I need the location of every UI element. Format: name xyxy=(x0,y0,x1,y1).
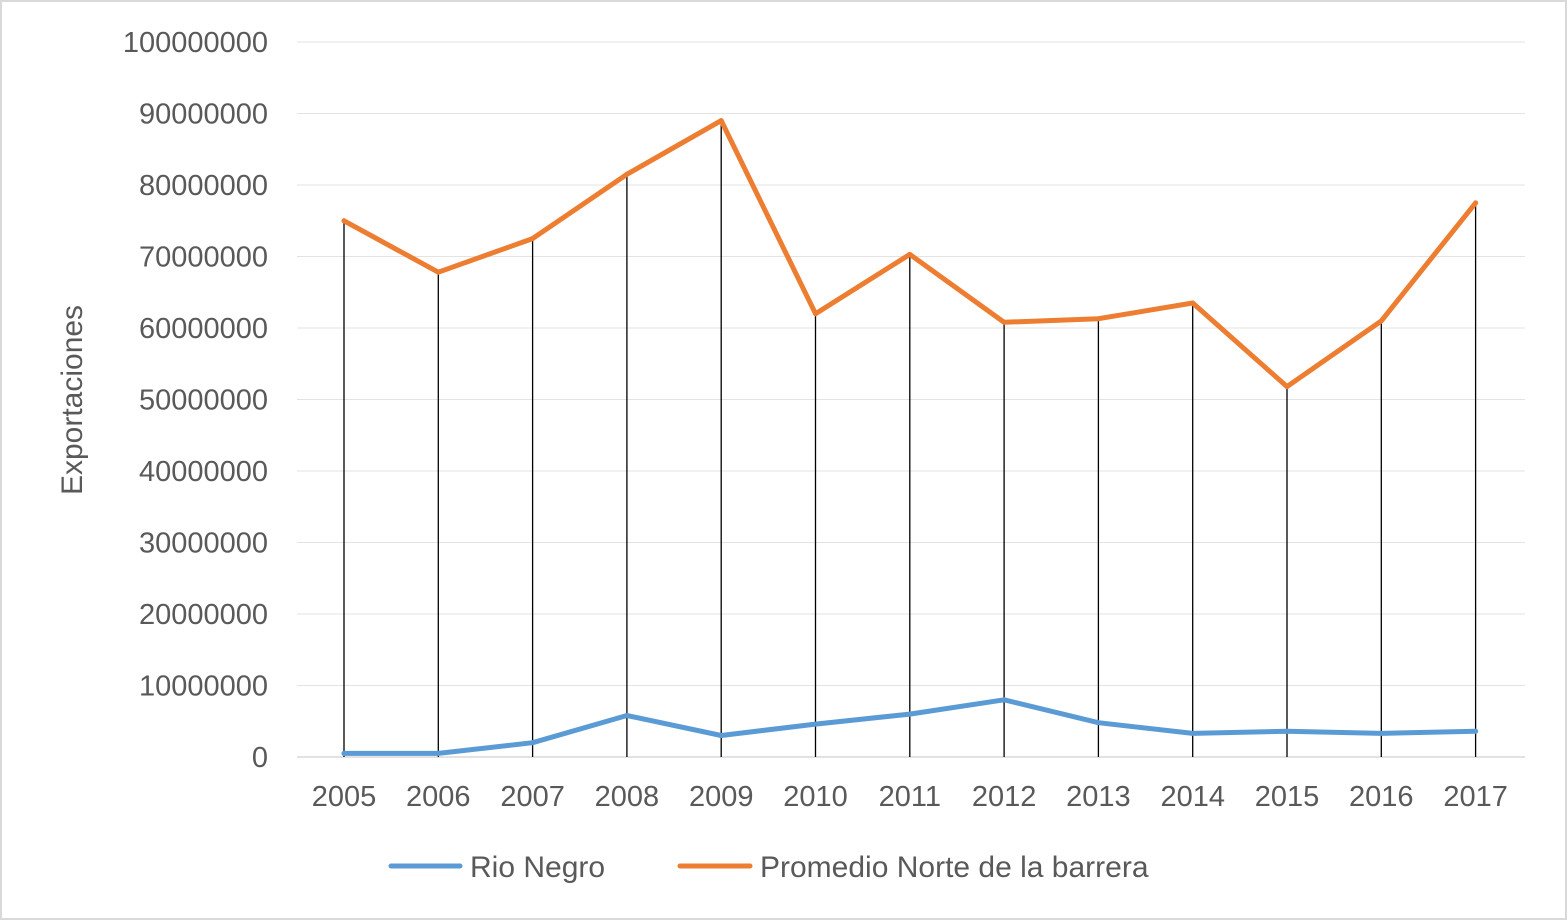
data-point xyxy=(435,750,441,756)
y-tick-label: 70000000 xyxy=(139,242,268,274)
x-tick-label: 2013 xyxy=(1066,781,1131,813)
data-point xyxy=(1473,728,1479,734)
data-point xyxy=(813,721,818,727)
data-point xyxy=(1095,316,1101,322)
data-point xyxy=(1001,697,1007,703)
y-tick-label: 60000000 xyxy=(139,313,268,345)
x-tick-label: 2011 xyxy=(879,781,941,813)
data-point xyxy=(624,171,630,177)
y-tick-label: 100000000 xyxy=(123,27,268,59)
data-point xyxy=(530,236,536,242)
data-point xyxy=(907,711,913,717)
legend-label: Promedio Norte de la barrera xyxy=(760,851,1149,884)
x-tick-labels: 2005 2006 2007 2008 2009 2010 2011 2012 2013 2014… xyxy=(312,781,1508,813)
y-tick-label: 40000000 xyxy=(139,456,268,488)
data-point xyxy=(1284,728,1290,734)
y-tick-label: 90000000 xyxy=(139,99,268,131)
x-tick-label: 2005 xyxy=(312,781,377,813)
y-tick-label: 30000000 xyxy=(139,528,268,560)
x-tick-label: 2006 xyxy=(406,781,471,813)
data-point xyxy=(1095,720,1101,726)
data-point xyxy=(1378,730,1384,736)
x-tick-label: 2010 xyxy=(783,781,848,813)
legend: Rio Negro Promedio Norte de la barrera xyxy=(388,851,1149,884)
y-tick-label: 80000000 xyxy=(139,170,268,202)
data-point xyxy=(1001,319,1007,325)
x-tick-label: 2008 xyxy=(595,781,660,813)
x-tick-label: 2016 xyxy=(1349,781,1414,813)
drop-lines xyxy=(343,120,1477,757)
data-point xyxy=(624,713,630,719)
x-tick-label: 2014 xyxy=(1160,781,1225,813)
x-tick-label: 2015 xyxy=(1255,781,1320,813)
y-tick-label: 0 xyxy=(252,742,268,774)
data-point xyxy=(435,269,441,275)
legend-label: Rio Negro xyxy=(470,851,605,884)
x-tick-label: 2007 xyxy=(500,781,565,813)
data-point xyxy=(1284,384,1290,390)
data-point xyxy=(718,733,724,739)
data-point xyxy=(1190,730,1196,736)
data-point xyxy=(341,750,347,756)
y-tick-labels: 0 10000000 20000000 30000000 40000000 5000000… xyxy=(123,27,268,774)
y-tick-label: 50000000 xyxy=(139,385,268,417)
data-point xyxy=(907,251,913,257)
data-point xyxy=(1190,300,1196,306)
data-point xyxy=(341,218,347,224)
y-tick-label: 20000000 xyxy=(139,599,268,631)
gridlines xyxy=(297,41,1525,758)
x-tick-label: 2012 xyxy=(972,781,1037,813)
y-axis-title: Exportaciones xyxy=(56,305,89,495)
data-point xyxy=(813,311,818,317)
y-tick-label: 10000000 xyxy=(139,671,268,703)
x-tick-label: 2009 xyxy=(689,781,754,813)
data-point xyxy=(1378,318,1384,324)
x-tick-label: 2017 xyxy=(1443,781,1508,813)
data-point xyxy=(1473,200,1479,206)
series-lines xyxy=(341,118,1479,756)
data-point xyxy=(530,740,536,746)
data-point xyxy=(718,118,724,124)
